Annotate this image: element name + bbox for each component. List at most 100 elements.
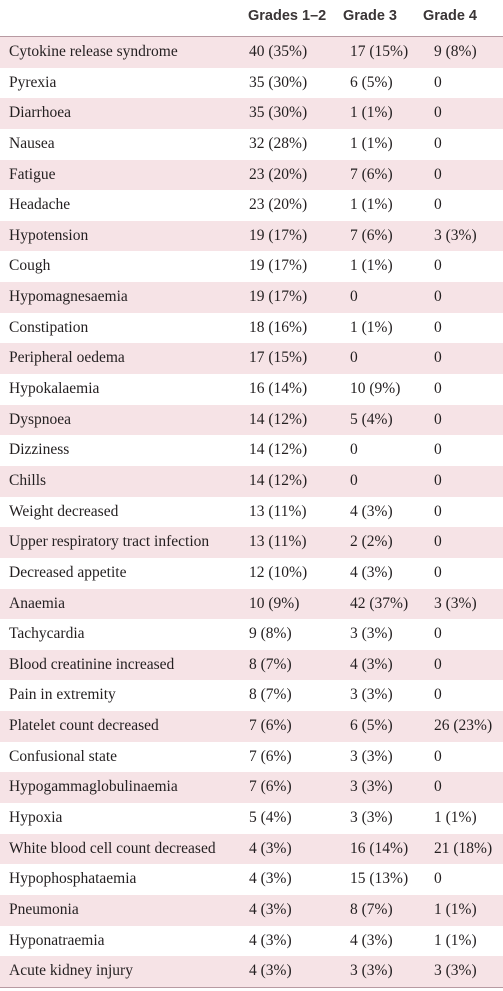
adverse-event-name: Platelet count decreased (9, 717, 159, 735)
adverse-event-name: Dyspnoea (9, 410, 71, 428)
grade-4-value: 0 (434, 655, 442, 673)
table-row: Hypoxia 5 (4%) 3 (3%) 1 (1%) (0, 803, 503, 834)
grade-4-value: 0 (434, 533, 442, 551)
adverse-event-name: Hypophosphataemia (9, 870, 137, 888)
grades-1-2-value: 19 (17%) (249, 288, 308, 306)
table-row: Confusional state 7 (6%) 3 (3%) 0 (0, 742, 503, 773)
table-row: Platelet count decreased 7 (6%) 6 (5%) 26 (… (0, 711, 503, 742)
grade-4-value: 0 (434, 196, 442, 214)
grade-3-value: 1 (1%) (350, 318, 393, 336)
grade-4-value: 0 (434, 257, 442, 275)
adverse-event-name: Peripheral oedema (9, 349, 125, 367)
grades-1-2-value: 8 (7%) (249, 686, 292, 704)
grade-4-value: 26 (23%) (434, 717, 493, 735)
grade-4-value: 0 (434, 502, 442, 520)
column-header-grade-4: Grade 4 (423, 8, 477, 24)
grades-1-2-value: 5 (4%) (249, 809, 292, 827)
grade-3-value: 4 (3%) (350, 563, 393, 581)
grade-4-value: 0 (434, 104, 442, 122)
grade-4-value: 0 (434, 380, 442, 398)
grade-4-value: 0 (434, 778, 442, 796)
grade-3-value: 4 (3%) (350, 655, 393, 673)
grades-1-2-value: 4 (3%) (249, 839, 292, 857)
grade-4-value: 0 (434, 870, 442, 888)
grade-4-value: 0 (434, 471, 442, 489)
adverse-event-name: Diarrhoea (9, 104, 71, 122)
grade-3-value: 42 (37%) (350, 594, 409, 612)
grades-1-2-value: 17 (15%) (249, 349, 308, 367)
adverse-event-name: Confusional state (9, 747, 118, 765)
grade-4-value: 3 (3%) (434, 962, 477, 980)
adverse-event-name: Fatigue (9, 165, 56, 183)
grade-3-value: 1 (1%) (350, 134, 393, 152)
grades-1-2-value: 23 (20%) (249, 165, 308, 183)
grades-1-2-value: 4 (3%) (249, 900, 292, 918)
grade-3-value: 2 (2%) (350, 533, 393, 551)
grades-1-2-value: 19 (17%) (249, 257, 308, 275)
table-row: Hypotension 19 (17%) 7 (6%) 3 (3%) (0, 220, 503, 252)
adverse-event-name: Hypotension (9, 226, 89, 244)
adverse-event-name: Hyponatraemia (9, 931, 105, 949)
grade-3-value: 3 (3%) (350, 962, 393, 980)
grade-3-value: 6 (5%) (350, 73, 393, 91)
adverse-event-name: Headache (9, 196, 71, 214)
table-row: Upper respiratory tract infection 13 (11%… (0, 527, 503, 558)
table-row: Nausea 32 (28%) 1 (1%) 0 (0, 129, 503, 160)
grade-3-value: 16 (14%) (350, 839, 409, 857)
grade-4-value: 1 (1%) (434, 809, 477, 827)
grades-1-2-value: 35 (30%) (249, 104, 308, 122)
grades-1-2-value: 7 (6%) (249, 778, 292, 796)
table-row: Tachycardia 9 (8%) 3 (3%) 0 (0, 619, 503, 650)
grade-3-value: 3 (3%) (350, 809, 393, 827)
grade-4-value: 0 (434, 349, 442, 367)
grades-1-2-value: 4 (3%) (249, 931, 292, 949)
table-row: Decreased appetite 12 (10%) 4 (3%) 0 (0, 558, 503, 589)
grade-3-value: 1 (1%) (350, 196, 393, 214)
adverse-event-name: Acute kidney injury (9, 962, 133, 980)
grades-1-2-value: 14 (12%) (249, 410, 308, 428)
adverse-event-name: White blood cell count decreased (9, 839, 216, 857)
grade-4-value: 0 (434, 410, 442, 428)
grades-1-2-value: 10 (9%) (249, 594, 300, 612)
adverse-event-name: Pyrexia (9, 73, 57, 91)
grade-3-value: 3 (3%) (350, 686, 393, 704)
grade-3-value: 5 (4%) (350, 410, 393, 428)
adverse-event-name: Weight decreased (9, 502, 119, 520)
column-header-grade-3: Grade 3 (343, 8, 397, 24)
grade-4-value: 1 (1%) (434, 900, 477, 918)
table-row: Hyponatraemia 4 (3%) 4 (3%) 1 (1%) (0, 926, 503, 957)
grade-3-value: 7 (6%) (350, 165, 393, 183)
grades-1-2-value: 8 (7%) (249, 655, 292, 673)
table-row: Fatigue 23 (20%) 7 (6%) 0 (0, 159, 503, 191)
table-row: Cytokine release syndrome 40 (35%) 17 (15%… (0, 37, 503, 68)
table-row: Weight decreased 13 (11%) 4 (3%) 0 (0, 497, 503, 528)
grades-1-2-value: 7 (6%) (249, 717, 292, 735)
grade-4-value: 0 (434, 686, 442, 704)
grade-3-value: 0 (350, 288, 358, 306)
grades-1-2-value: 18 (16%) (249, 318, 308, 336)
table-row: Diarrhoea 35 (30%) 1 (1%) 0 (0, 98, 503, 129)
grades-1-2-value: 4 (3%) (249, 870, 292, 888)
grade-3-value: 15 (13%) (350, 870, 409, 888)
table-row: Peripheral oedema 17 (15%) 0 0 (0, 343, 503, 375)
grades-1-2-value: 9 (8%) (249, 625, 292, 643)
grade-4-value: 3 (3%) (434, 594, 477, 612)
grade-4-value: 9 (8%) (434, 43, 477, 60)
table-row: Hypokalaemia 16 (14%) 10 (9%) 0 (0, 374, 503, 405)
grade-3-value: 4 (3%) (350, 931, 393, 949)
adverse-event-name: Anaemia (9, 594, 65, 612)
adverse-event-name: Cough (9, 257, 51, 275)
grade-3-value: 6 (5%) (350, 717, 393, 735)
grade-4-value: 0 (434, 134, 442, 152)
grades-1-2-value: 16 (14%) (249, 380, 308, 398)
table-row: Dyspnoea 14 (12%) 5 (4%) 0 (0, 404, 503, 436)
grades-1-2-value: 19 (17%) (249, 226, 308, 244)
grade-4-value: 0 (434, 165, 442, 183)
grade-4-value: 3 (3%) (434, 226, 477, 244)
grade-3-value: 1 (1%) (350, 104, 393, 122)
adverse-event-name: Pneumonia (9, 900, 79, 918)
grades-1-2-value: 12 (10%) (249, 563, 308, 581)
grade-3-value: 3 (3%) (350, 778, 393, 796)
grades-1-2-value: 23 (20%) (249, 196, 308, 214)
